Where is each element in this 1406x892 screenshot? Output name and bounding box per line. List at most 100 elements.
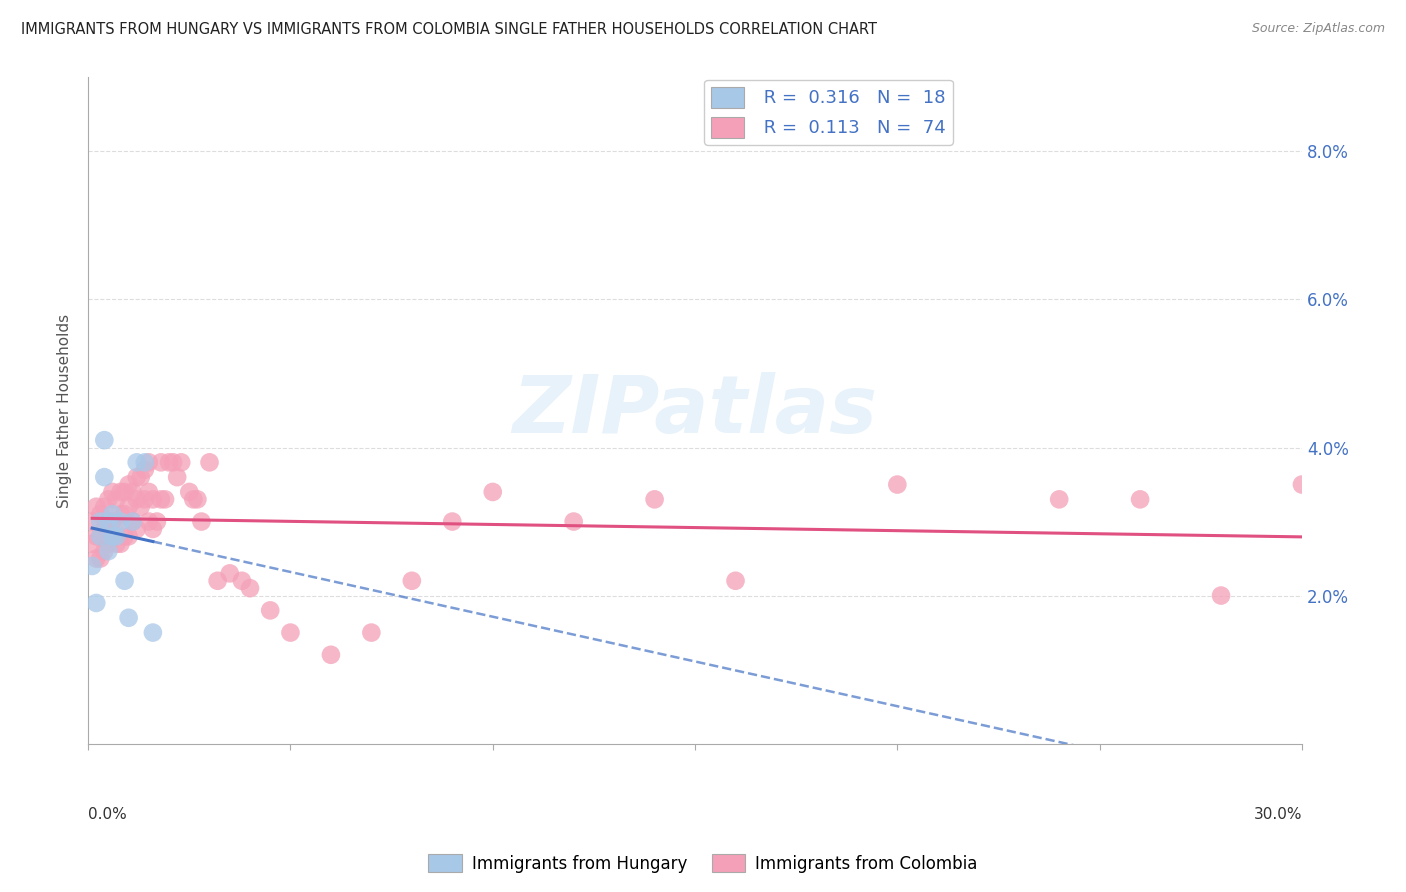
Point xyxy=(101,515,124,529)
Point xyxy=(110,507,132,521)
Point xyxy=(401,574,423,588)
Point xyxy=(101,507,124,521)
Point xyxy=(97,537,120,551)
Point xyxy=(97,544,120,558)
Point xyxy=(125,492,148,507)
Point xyxy=(121,515,143,529)
Point xyxy=(125,455,148,469)
Point xyxy=(179,485,201,500)
Point xyxy=(110,485,132,500)
Point xyxy=(142,492,165,507)
Legend:  R =  0.316   N =  18,  R =  0.113   N =  74: R = 0.316 N = 18, R = 0.113 N = 74 xyxy=(704,79,953,145)
Point xyxy=(93,522,115,536)
Point xyxy=(183,492,205,507)
Point xyxy=(239,581,262,595)
Point xyxy=(114,507,136,521)
Point xyxy=(93,544,115,558)
Point xyxy=(481,485,503,500)
Point xyxy=(886,477,908,491)
Point xyxy=(134,492,156,507)
Point xyxy=(121,515,143,529)
Point xyxy=(157,455,180,469)
Point xyxy=(142,625,165,640)
Point xyxy=(97,492,120,507)
Point xyxy=(89,529,111,543)
Point xyxy=(724,574,747,588)
Point xyxy=(97,515,120,529)
Point xyxy=(105,492,128,507)
Point xyxy=(198,455,221,469)
Point xyxy=(84,500,107,514)
Point xyxy=(231,574,253,588)
Point xyxy=(360,625,382,640)
Point xyxy=(138,455,160,469)
Point xyxy=(142,522,165,536)
Point xyxy=(110,537,132,551)
Point xyxy=(134,455,156,469)
Point xyxy=(259,603,281,617)
Point xyxy=(149,455,172,469)
Legend: Immigrants from Hungary, Immigrants from Colombia: Immigrants from Hungary, Immigrants from… xyxy=(422,847,984,880)
Point xyxy=(89,551,111,566)
Point xyxy=(125,470,148,484)
Point xyxy=(207,574,229,588)
Y-axis label: Single Father Households: Single Father Households xyxy=(58,313,72,508)
Point xyxy=(138,515,160,529)
Point xyxy=(93,500,115,514)
Point xyxy=(562,515,585,529)
Point xyxy=(101,485,124,500)
Point xyxy=(105,537,128,551)
Point xyxy=(121,485,143,500)
Point xyxy=(319,648,342,662)
Point xyxy=(82,537,104,551)
Point xyxy=(89,507,111,521)
Point xyxy=(280,625,302,640)
Point xyxy=(117,500,139,514)
Point xyxy=(117,611,139,625)
Point xyxy=(129,470,152,484)
Point xyxy=(82,558,104,573)
Text: 0.0%: 0.0% xyxy=(89,806,127,822)
Point xyxy=(1047,492,1070,507)
Point xyxy=(93,433,115,447)
Point xyxy=(1129,492,1152,507)
Point xyxy=(117,477,139,491)
Point xyxy=(186,492,208,507)
Point xyxy=(125,522,148,536)
Text: IMMIGRANTS FROM HUNGARY VS IMMIGRANTS FROM COLOMBIA SINGLE FATHER HOUSEHOLDS COR: IMMIGRANTS FROM HUNGARY VS IMMIGRANTS FR… xyxy=(21,22,877,37)
Point xyxy=(149,492,172,507)
Point xyxy=(117,529,139,543)
Text: ZIPatlas: ZIPatlas xyxy=(513,372,877,450)
Point xyxy=(153,492,176,507)
Point xyxy=(146,515,169,529)
Point xyxy=(441,515,464,529)
Point xyxy=(93,470,115,484)
Point xyxy=(105,515,128,529)
Point xyxy=(82,515,104,529)
Point xyxy=(114,529,136,543)
Point xyxy=(97,515,120,529)
Point xyxy=(84,551,107,566)
Point xyxy=(105,529,128,543)
Point xyxy=(114,485,136,500)
Point xyxy=(218,566,240,581)
Point xyxy=(134,463,156,477)
Point xyxy=(162,455,184,469)
Point xyxy=(1291,477,1313,491)
Point xyxy=(1209,589,1232,603)
Point xyxy=(101,529,124,543)
Text: Source: ZipAtlas.com: Source: ZipAtlas.com xyxy=(1251,22,1385,36)
Point xyxy=(138,485,160,500)
Point xyxy=(89,529,111,543)
Point xyxy=(89,515,111,529)
Point xyxy=(190,515,212,529)
Point xyxy=(170,455,193,469)
Point xyxy=(84,529,107,543)
Point xyxy=(114,574,136,588)
Point xyxy=(644,492,666,507)
Point xyxy=(110,515,132,529)
Point xyxy=(84,596,107,610)
Text: 30.0%: 30.0% xyxy=(1254,806,1302,822)
Point xyxy=(166,470,188,484)
Point xyxy=(129,500,152,514)
